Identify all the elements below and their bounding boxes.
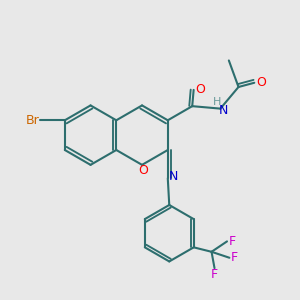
- Text: N: N: [168, 170, 178, 183]
- Text: F: F: [231, 251, 238, 264]
- Text: N: N: [219, 103, 229, 117]
- Text: O: O: [195, 83, 205, 96]
- Text: H: H: [213, 97, 222, 107]
- Text: Br: Br: [26, 114, 40, 127]
- Text: O: O: [256, 76, 266, 89]
- Text: F: F: [229, 235, 236, 248]
- Text: F: F: [211, 268, 218, 281]
- Text: O: O: [139, 164, 148, 177]
